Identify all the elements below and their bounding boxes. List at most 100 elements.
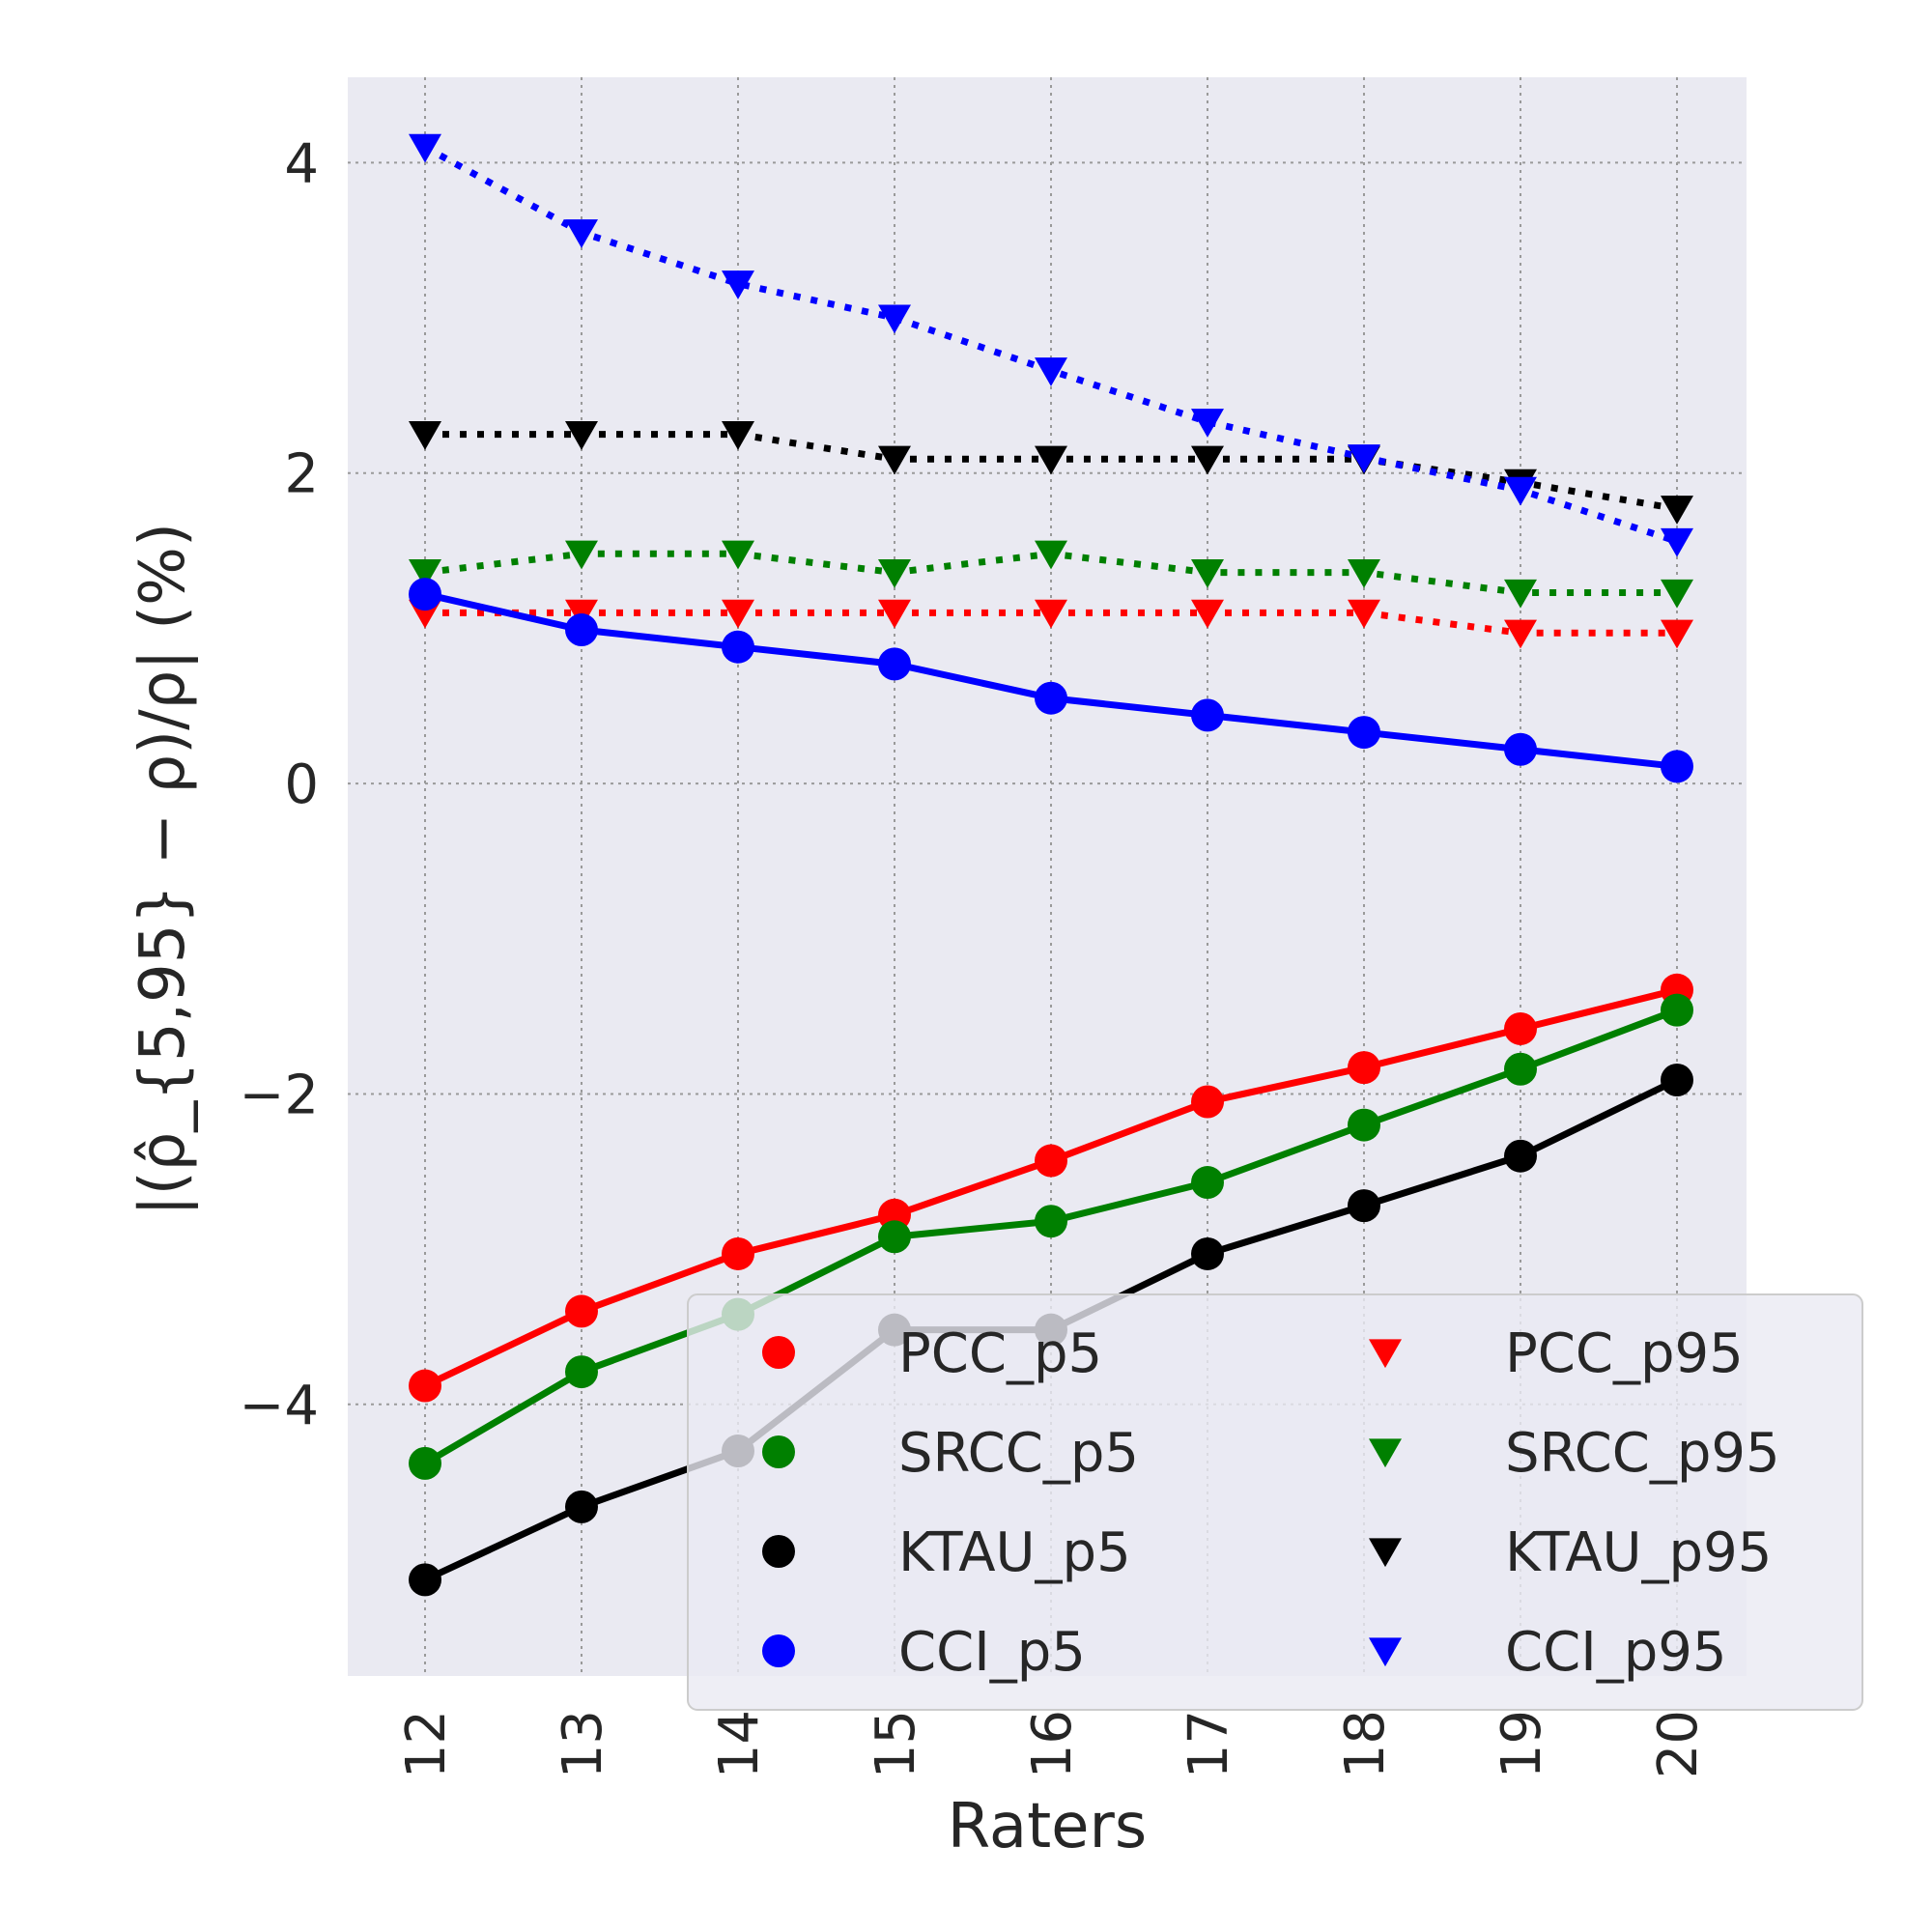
data-point-KTAU_p95 bbox=[409, 420, 441, 450]
data-point-CCI_p5 bbox=[1035, 681, 1067, 715]
y-tick-label: −4 bbox=[239, 1375, 319, 1437]
data-point-KTAU_p5 bbox=[565, 1490, 598, 1523]
data-point-CCI_p5 bbox=[878, 647, 911, 681]
y-tick-label: −2 bbox=[239, 1064, 319, 1126]
data-point-CCI_p5 bbox=[409, 578, 441, 611]
legend: PCC_p5 SRCC_p5 KTAU_p5 CCI_p5 PCC_p95 SRCC_p9… bbox=[687, 1293, 1863, 1711]
data-point-SRCC_p95 bbox=[565, 540, 598, 570]
data-point-SRCC_p5 bbox=[1661, 993, 1693, 1027]
data-point-PCC_p95 bbox=[1191, 599, 1224, 629]
data-point-KTAU_p5 bbox=[1661, 1063, 1693, 1096]
data-point-SRCC_p5 bbox=[1035, 1205, 1067, 1238]
series-layer bbox=[409, 133, 1693, 1597]
data-point-KTAU_p5 bbox=[1504, 1139, 1537, 1173]
data-point-CCI_p95 bbox=[409, 133, 441, 163]
data-point-CCI_p95 bbox=[722, 270, 754, 299]
x-tick-label: 14 bbox=[708, 1710, 771, 1778]
data-point-CCI_p5 bbox=[1191, 698, 1224, 732]
data-point-SRCC_p5 bbox=[1504, 1052, 1537, 1086]
y-tick-label: 4 bbox=[284, 132, 319, 195]
data-point-SRCC_p95 bbox=[1661, 579, 1693, 609]
data-point-SRCC_p5 bbox=[1348, 1108, 1380, 1142]
series-SRCC_p5 bbox=[409, 993, 1693, 1480]
data-point-KTAU_p95 bbox=[878, 445, 911, 475]
legend-marker-KTAU_p95 bbox=[1369, 1538, 1402, 1568]
legend-marker-CCI_p5 bbox=[762, 1634, 795, 1667]
data-point-CCI_p5 bbox=[1504, 732, 1537, 766]
legend-marker-SRCC_p95 bbox=[1369, 1438, 1402, 1468]
legend-marker-PCC_p5 bbox=[762, 1336, 795, 1369]
data-point-PCC_p95 bbox=[878, 599, 911, 629]
legend-box bbox=[687, 1293, 1863, 1711]
y-axis-label: |(ρ̂_{5,95} − ρ)/ρ| (%) bbox=[128, 523, 199, 1216]
data-point-KTAU_p5 bbox=[409, 1563, 441, 1597]
data-point-SRCC_p95 bbox=[1348, 558, 1380, 588]
data-point-SRCC_p5 bbox=[565, 1355, 598, 1389]
data-point-PCC_p95 bbox=[1661, 619, 1693, 649]
data-point-SRCC_p95 bbox=[409, 558, 441, 588]
data-point-CCI_p5 bbox=[722, 630, 754, 664]
x-tick-label: 18 bbox=[1334, 1710, 1397, 1778]
x-tick-label: 15 bbox=[865, 1710, 927, 1778]
y-tick-labels: −4 −2 0 2 4 bbox=[239, 132, 319, 1436]
data-point-SRCC_p95 bbox=[722, 540, 754, 570]
x-tick-label: 17 bbox=[1178, 1710, 1240, 1778]
x-tick-label: 12 bbox=[395, 1710, 458, 1778]
legend-label-PCC_p95: PCC_p95 bbox=[1505, 1322, 1744, 1385]
data-point-CCI_p95 bbox=[1348, 444, 1380, 473]
data-point-PCC_p5 bbox=[565, 1294, 598, 1328]
legend-label-PCC_p5: PCC_p5 bbox=[898, 1322, 1102, 1385]
x-tick-label: 20 bbox=[1647, 1710, 1710, 1778]
series-KTAU_p95 bbox=[409, 420, 1693, 525]
legend-label-CCI_p95: CCI_p95 bbox=[1505, 1621, 1727, 1684]
data-point-KTAU_p95 bbox=[1191, 445, 1224, 475]
data-point-CCI_p5 bbox=[1348, 716, 1380, 750]
data-point-KTAU_p5 bbox=[1191, 1236, 1224, 1270]
series-CCI_p95 bbox=[409, 133, 1693, 557]
x-tick-label: 19 bbox=[1491, 1710, 1553, 1778]
legend-marker-KTAU_p5 bbox=[762, 1535, 795, 1568]
data-point-KTAU_p95 bbox=[722, 420, 754, 450]
series-PCC_p95 bbox=[409, 599, 1693, 649]
legend-marker-PCC_p95 bbox=[1369, 1339, 1402, 1369]
data-point-CCI_p95 bbox=[878, 304, 911, 334]
data-point-CCI_p95 bbox=[1661, 527, 1693, 557]
x-tick-label: 16 bbox=[1021, 1710, 1084, 1778]
data-point-PCC_p5 bbox=[1191, 1085, 1224, 1119]
data-point-CCI_p5 bbox=[565, 613, 598, 647]
data-point-SRCC_p5 bbox=[878, 1220, 911, 1254]
data-point-PCC_p95 bbox=[1035, 599, 1067, 629]
data-point-PCC_p5 bbox=[1504, 1011, 1537, 1045]
data-point-PCC_p5 bbox=[409, 1369, 441, 1403]
series-line-CCI_p95 bbox=[423, 144, 1679, 545]
y-tick-label: 0 bbox=[284, 753, 319, 816]
data-point-KTAU_p95 bbox=[1035, 445, 1067, 475]
data-point-CCI_p95 bbox=[1035, 357, 1067, 386]
data-point-CCI_p95 bbox=[565, 219, 598, 248]
data-point-SRCC_p95 bbox=[1035, 540, 1067, 570]
grid bbox=[348, 77, 1747, 1676]
x-tick-label: 13 bbox=[552, 1710, 614, 1778]
y-tick-label: 2 bbox=[284, 443, 319, 506]
data-point-PCC_p5 bbox=[1035, 1144, 1067, 1178]
legend-label-SRCC_p5: SRCC_p5 bbox=[898, 1422, 1139, 1485]
legend-label-KTAU_p5: KTAU_p5 bbox=[898, 1521, 1131, 1584]
legend-marker-CCI_p95 bbox=[1369, 1637, 1402, 1667]
data-point-SRCC_p5 bbox=[409, 1446, 441, 1480]
series-CCI_p5 bbox=[409, 578, 1693, 783]
legend-marker-SRCC_p5 bbox=[762, 1435, 795, 1468]
legend-label-CCI_p5: CCI_p5 bbox=[898, 1621, 1086, 1684]
data-point-PCC_p95 bbox=[1348, 599, 1380, 629]
series-SRCC_p95 bbox=[409, 540, 1693, 609]
data-point-CCI_p95 bbox=[1504, 476, 1537, 506]
data-point-PCC_p95 bbox=[722, 599, 754, 629]
data-point-SRCC_p95 bbox=[1191, 558, 1224, 588]
data-point-PCC_p5 bbox=[1348, 1051, 1380, 1085]
data-point-KTAU_p5 bbox=[1348, 1189, 1380, 1223]
data-point-PCC_p95 bbox=[1504, 619, 1537, 649]
data-point-SRCC_p95 bbox=[878, 558, 911, 588]
data-point-KTAU_p95 bbox=[565, 420, 598, 450]
y-axis-label-text: |(ρ̂_{5,95} − ρ)/ρ| (%) bbox=[128, 523, 199, 1216]
